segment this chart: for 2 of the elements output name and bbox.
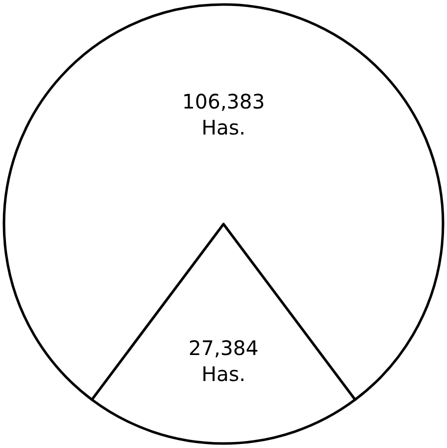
data-label: 27,384 Has. — [188, 336, 258, 386]
data-label: 106,383 Has. — [182, 89, 265, 140]
